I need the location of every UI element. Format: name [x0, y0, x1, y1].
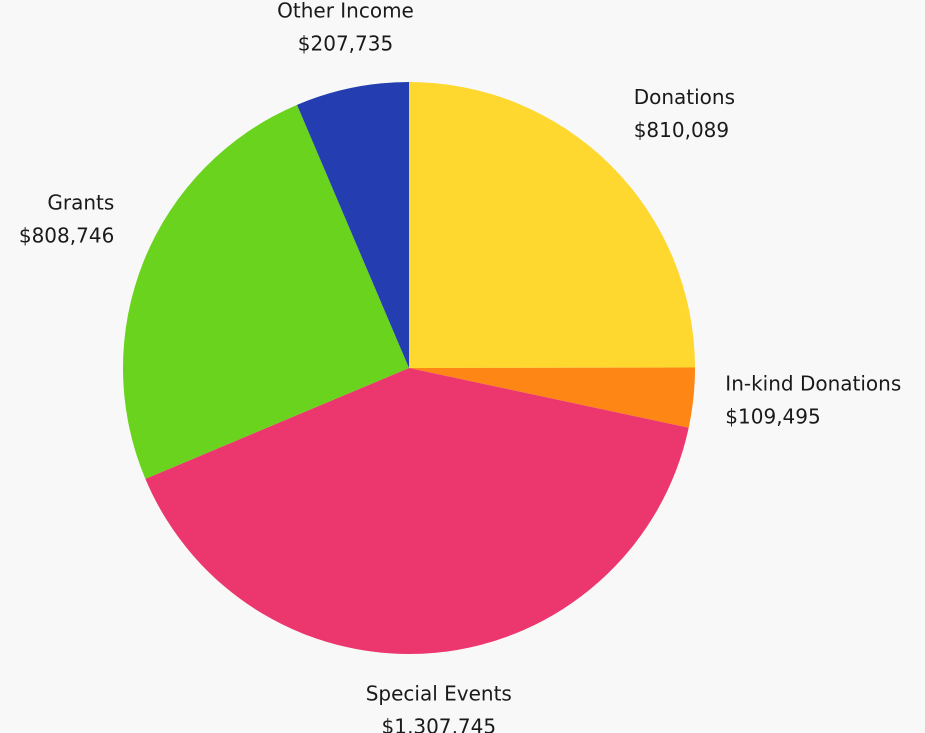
slice-value-label: $207,735	[298, 31, 393, 55]
pie-slice-in-kind-donations	[409, 367, 696, 428]
slice-name-label: Donations	[634, 85, 735, 109]
slice-value-label: $1,307,745	[382, 715, 497, 733]
pie-label-special-events: Special Events $1,307,745	[366, 682, 512, 733]
slice-name-label: Grants	[47, 191, 114, 215]
pie-slice-other-income	[297, 81, 409, 368]
slice-value-label: $810,089	[634, 118, 729, 142]
pie-slice-donations	[409, 82, 695, 368]
pie-label-donations: Donations $810,089	[634, 85, 735, 142]
pie-label-other-income: Other Income $207,735	[277, 0, 414, 55]
slice-name-label: Special Events	[366, 682, 512, 706]
pie-labels: Donations $810,089 In-kind Donations $109,4…	[19, 0, 901, 733]
pie-slice-grants	[123, 104, 409, 479]
pie-slice-special-events	[145, 368, 689, 654]
pie-slices	[123, 81, 696, 654]
slice-value-label: $808,746	[19, 224, 114, 248]
slice-name-label: Other Income	[277, 0, 414, 22]
pie-label-grants: Grants $808,746	[19, 191, 114, 248]
pie-label-in-kind-donations: In-kind Donations $109,495	[725, 372, 901, 429]
slice-value-label: $109,495	[725, 405, 820, 429]
slice-name-label: In-kind Donations	[725, 372, 901, 396]
